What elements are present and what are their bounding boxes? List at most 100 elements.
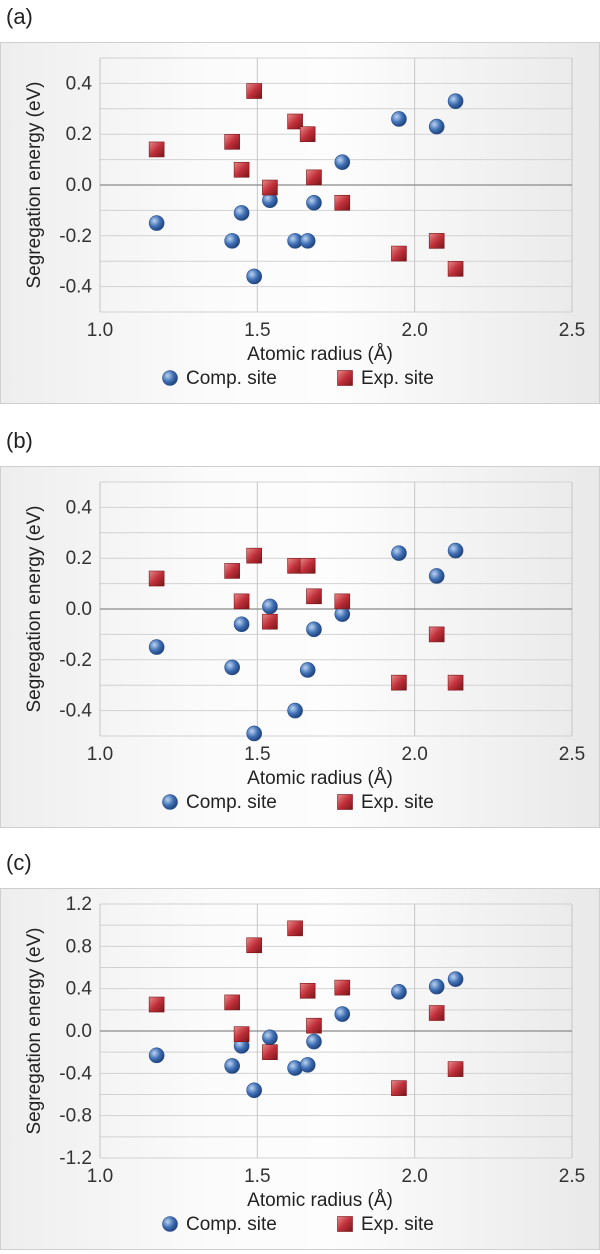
comp-site-point (246, 1082, 262, 1099)
y-tick-label: 0.0 (66, 1021, 92, 1042)
exp-site-point (428, 233, 445, 249)
comp-site-point (299, 1057, 316, 1073)
exp-site-point (306, 169, 322, 186)
comp-site-point (428, 978, 445, 995)
y-tick-label: 0.0 (66, 599, 92, 620)
comp-site-point (262, 1029, 278, 1046)
legend-comp-marker (162, 794, 178, 810)
comp-site-point (447, 971, 464, 987)
legend-comp-label: Comp. site (186, 792, 277, 813)
exp-site-point (299, 126, 316, 142)
comp-site-point (447, 542, 464, 559)
comp-site-point (233, 205, 250, 221)
legend: Comp. site Exp. site (162, 368, 434, 389)
comp-site-point (148, 639, 165, 655)
x-tick-label: 2.0 (401, 744, 427, 765)
y-axis-title: Segregation energy (eV) (24, 927, 45, 1134)
panel-label: (b) (6, 428, 33, 453)
y-tick-label: 0.4 (66, 73, 93, 94)
exp-site-point (224, 563, 240, 579)
comp-site-point (299, 662, 316, 678)
exp-site-point (306, 588, 322, 605)
exp-site-point (447, 674, 464, 691)
exp-site-point (262, 613, 278, 630)
x-tick-label: 2.5 (559, 744, 585, 765)
legend-comp-label: Comp. site (186, 1214, 277, 1235)
y-tick-label: 0.2 (66, 548, 92, 569)
x-tick-label: 2.0 (401, 1166, 427, 1187)
x-tick-label: 1.0 (87, 744, 113, 765)
panel-label: (a) (6, 4, 33, 29)
y-axis-title: Segregation energy (eV) (24, 81, 45, 288)
y-tick-label: 0.4 (66, 979, 93, 1000)
x-axis-title: Atomic radius (Å) (247, 344, 393, 365)
x-tick-label: 2.5 (559, 320, 585, 341)
exp-site-point (299, 982, 316, 999)
legend-comp-marker (162, 1216, 178, 1232)
comp-site-point (233, 616, 250, 633)
data-points (148, 920, 464, 1099)
exp-site-point (148, 996, 165, 1013)
y-tick-label: 0.8 (66, 936, 92, 957)
scatter-chart-b: 0.4 0.2 0.0 -0.2 -0.4 1.0 1.5 2.0 2.5 Atomic radi… (24, 481, 585, 813)
comp-site-point (306, 621, 322, 638)
data-points (148, 542, 464, 742)
legend-exp-marker (337, 794, 353, 810)
x-axis-title: Atomic radius (Å) (247, 768, 393, 789)
comp-site-point (391, 545, 407, 561)
exp-site-point (391, 674, 407, 691)
y-tick-label: -0.4 (59, 1063, 92, 1084)
exp-site-point (447, 261, 464, 277)
legend-exp-label: Exp. site (361, 792, 434, 813)
y-tick-label: 0.4 (66, 497, 93, 518)
exp-site-point (334, 979, 351, 996)
comp-site-point (148, 1047, 165, 1064)
exp-site-point (262, 179, 278, 196)
exp-site-point (287, 113, 303, 130)
exp-site-point (447, 1061, 464, 1077)
y-tick-label: 1.2 (66, 894, 92, 915)
comp-site-point (334, 154, 351, 170)
exp-site-point (428, 626, 445, 643)
x-tick-label: 1.5 (244, 744, 270, 765)
legend: Comp. site Exp. site (162, 1214, 434, 1235)
scatter-chart-a: 0.4 0.2 0.0 -0.2 -0.4 1.0 1.5 2.0 2.5 Atomic radi… (24, 57, 585, 389)
legend-exp-label: Exp. site (361, 1214, 434, 1235)
y-tick-label: -0.2 (59, 226, 92, 247)
exp-site-point (148, 141, 165, 158)
data-points (148, 83, 464, 285)
legend-exp-label: Exp. site (361, 368, 434, 389)
x-tick-label: 1.5 (244, 1166, 270, 1187)
comp-site-point (391, 984, 407, 1000)
comp-site-point (224, 233, 240, 249)
comp-site-point (334, 1006, 351, 1022)
comp-site-point (224, 1058, 240, 1074)
x-tick-label: 2.5 (559, 1166, 585, 1187)
comp-site-point (391, 111, 407, 127)
legend-comp-marker (162, 370, 178, 386)
exp-site-point (287, 920, 303, 937)
exp-site-point (233, 1026, 250, 1042)
comp-site-point (246, 725, 262, 742)
exp-site-point (233, 593, 250, 610)
exp-site-point (246, 547, 262, 564)
panel-c: (c) 1.2 0.8 0.4 0.0 -0.4 -0.8 -1.2 1.0 1.5 2.0 2.5… (0, 846, 600, 1252)
comp-site-point (246, 268, 262, 285)
legend: Comp. site Exp. site (162, 792, 434, 813)
x-tick-label: 2.0 (401, 320, 427, 341)
exp-site-point (233, 161, 250, 178)
grid (99, 57, 573, 313)
panel-a: (a) 0.4 0.2 0.0 -0.2 -0.4 1.0 1.5 2.0 2.5 Atomic … (0, 0, 600, 406)
exp-site-point (299, 558, 316, 574)
legend-exp-marker (337, 1216, 353, 1232)
exp-site-point (246, 83, 262, 99)
legend-exp-marker (337, 370, 353, 386)
comp-site-point (299, 233, 316, 249)
legend-comp-label: Comp. site (186, 368, 277, 389)
x-tick-label: 1.5 (244, 320, 270, 341)
exp-site-point (246, 937, 262, 954)
comp-site-point (447, 93, 464, 109)
exp-site-point (262, 1044, 278, 1060)
comp-site-point (428, 568, 445, 584)
exp-site-point (306, 1017, 322, 1034)
